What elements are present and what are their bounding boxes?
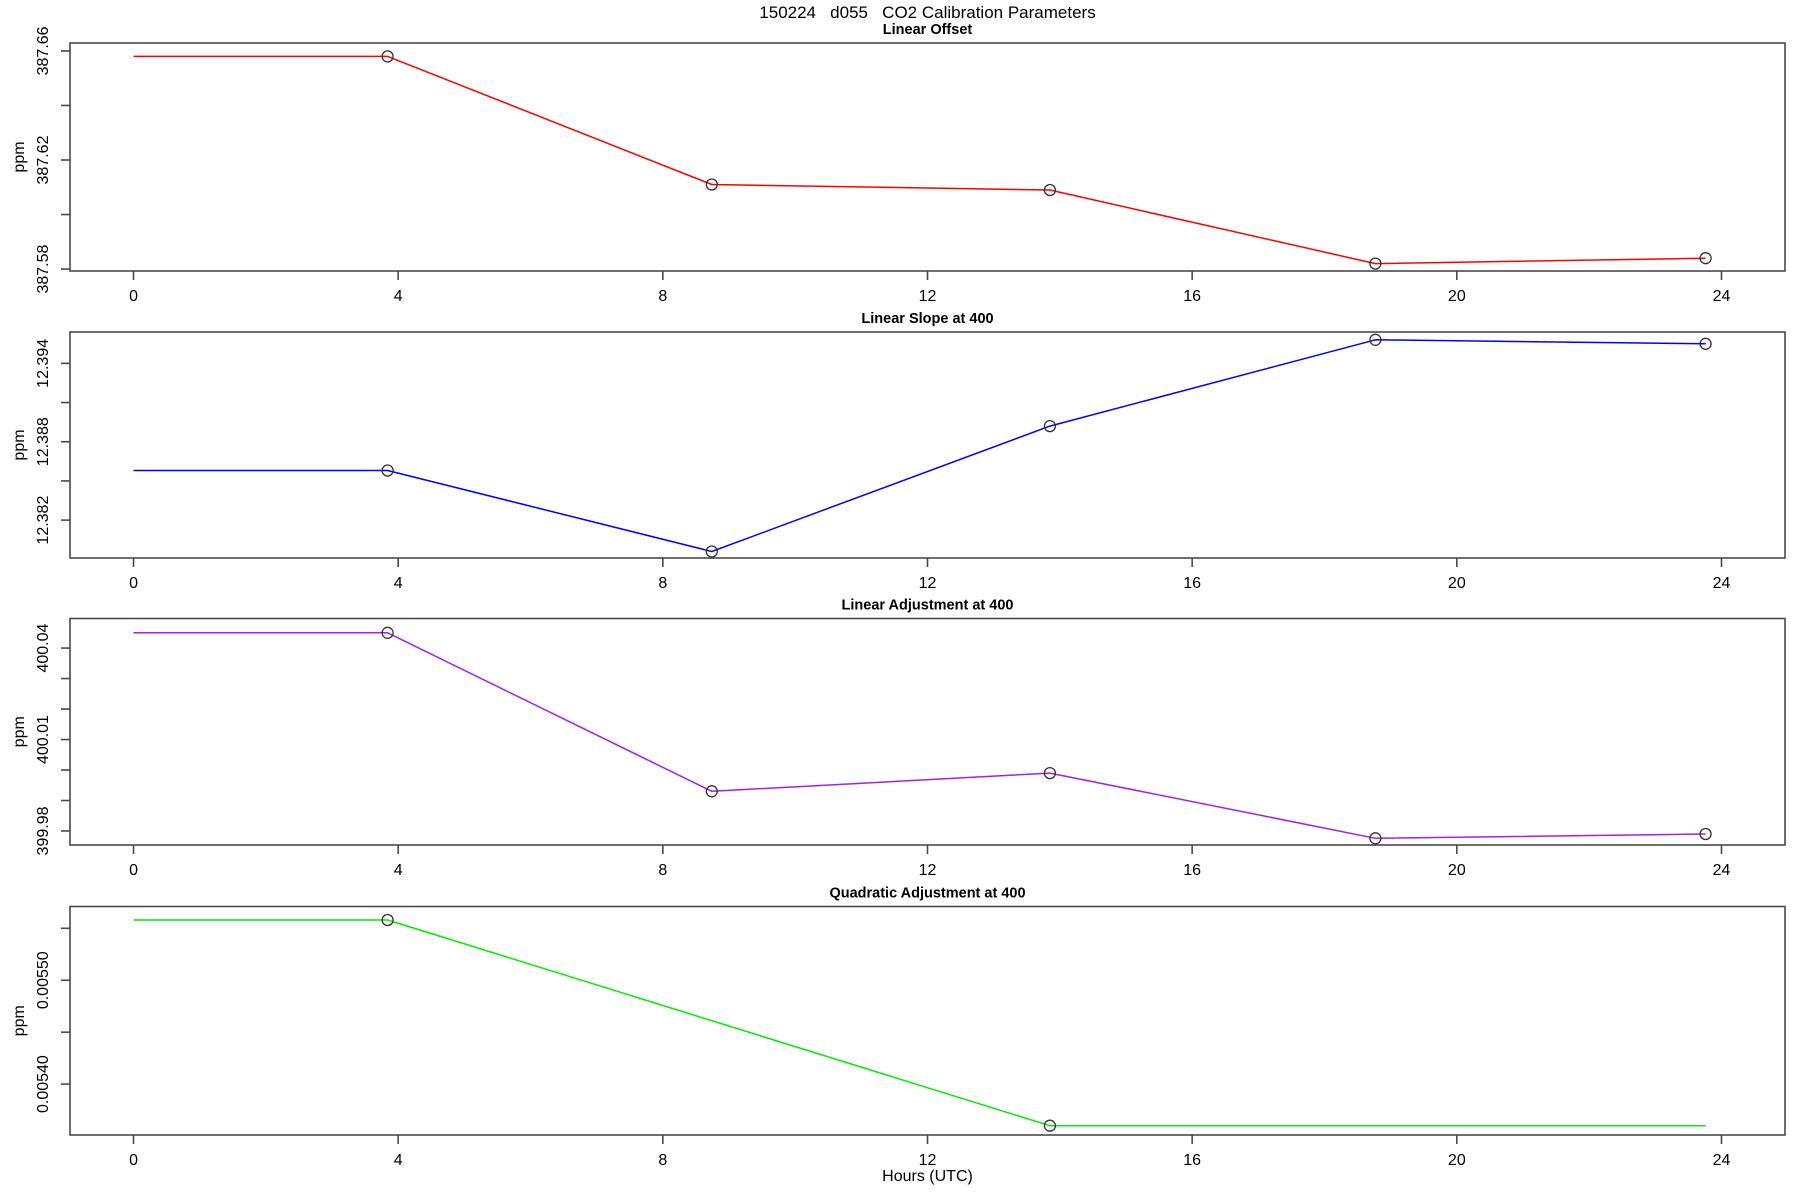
data-point [1699, 827, 1712, 841]
y-tick-label: 0.00550 [35, 951, 52, 1009]
x-tick-label: 4 [394, 288, 403, 305]
x-tick-label: 8 [658, 575, 667, 592]
y-tick-label: 387.66 [35, 26, 52, 75]
x-tick-label: 4 [394, 1152, 403, 1169]
data-point [1043, 1119, 1057, 1132]
y-tick-label: 387.62 [35, 135, 52, 184]
x-tick-label: 24 [1713, 1152, 1731, 1169]
x-tick-label: 16 [1183, 575, 1201, 592]
x-tick-label: 8 [658, 288, 667, 305]
data-point [381, 913, 394, 927]
x-tick-label: 0 [129, 575, 138, 592]
x-tick-label: 16 [1183, 288, 1201, 305]
plot-frame [69, 905, 1786, 1136]
x-tick-label: 0 [129, 288, 138, 305]
x-axis-title: Hours (UTC) [882, 1168, 973, 1185]
panel-linear-offset: 387.58 387.62 387.66 0 4 8 12 16 20 24 Linear Offs… [11, 22, 1786, 305]
y-axis-label: ppm [11, 141, 28, 172]
plot-frame [69, 617, 1786, 846]
data-point [381, 50, 394, 63]
y-tick-label: 387.58 [35, 245, 52, 294]
data-line [133, 919, 1706, 1127]
x-tick-label: 12 [919, 575, 937, 592]
x-tick-label: 16 [1183, 862, 1201, 879]
panel-title: Linear Slope at 400 [861, 311, 993, 327]
data-point [1369, 257, 1382, 270]
y-axis-label: ppm [11, 429, 28, 460]
data-point [1699, 252, 1712, 265]
x-tick-label: 20 [1448, 862, 1466, 879]
y-axis-label: ppm [11, 1005, 28, 1036]
y-tick-label: 0.00540 [35, 1055, 52, 1113]
y-tick-label: 12.388 [35, 417, 52, 466]
figure-title: 150224 d055 CO2 Calibration Parameters [759, 3, 1096, 22]
data-point [705, 178, 718, 191]
panel-linear-slope-at-400: 12.382 12.388 12.394 0 4 8 12 16 20 24 Linear Slop… [11, 311, 1786, 592]
x-tick-label: 24 [1713, 862, 1731, 879]
x-tick-label: 12 [919, 1152, 937, 1169]
data-point [1043, 183, 1057, 197]
data-point [1699, 337, 1712, 350]
x-tick-label: 20 [1448, 288, 1466, 305]
x-tick-label: 20 [1448, 1152, 1466, 1169]
plot-frame [69, 42, 1786, 272]
x-tick-label: 12 [919, 288, 937, 305]
y-tick-label: 12.382 [35, 496, 52, 545]
y-axis-label: ppm [11, 716, 28, 747]
panel-title: Quadratic Adjustment at 400 [829, 886, 1025, 902]
y-tick-label: 400.04 [35, 623, 52, 672]
panel-title: Linear Adjustment at 400 [842, 598, 1014, 614]
data-point [1369, 832, 1382, 845]
data-point [1043, 766, 1057, 780]
data-point [705, 785, 718, 798]
data-point [705, 545, 718, 558]
panel-quadratic-adjustment-at-400: 0.00540 0.00550 0 4 8 12 16 20 24 Quadratic Adjus… [11, 886, 1786, 1169]
x-tick-label: 16 [1183, 1152, 1201, 1169]
data-line [133, 55, 1706, 265]
y-tick-label: 12.394 [35, 339, 52, 388]
x-tick-label: 4 [394, 575, 403, 592]
x-tick-label: 8 [658, 862, 667, 879]
data-point [381, 626, 394, 639]
x-tick-label: 20 [1448, 575, 1466, 592]
data-point [1369, 333, 1382, 346]
data-line [133, 339, 1706, 553]
x-tick-label: 24 [1713, 575, 1731, 592]
x-tick-label: 24 [1713, 288, 1731, 305]
data-point [1043, 419, 1057, 433]
x-tick-label: 0 [129, 862, 138, 879]
plot-frame [69, 331, 1786, 559]
x-tick-label: 12 [919, 862, 937, 879]
x-tick-label: 4 [394, 862, 403, 879]
data-point [381, 464, 394, 477]
panel-title: Linear Offset [883, 22, 973, 38]
y-tick-label: 399.98 [35, 806, 52, 855]
x-tick-label: 0 [129, 1152, 138, 1169]
data-line [133, 632, 1706, 840]
x-tick-label: 8 [658, 1152, 667, 1169]
panel-linear-adjustment-at-400: 399.98 400.01 400.04 0 4 8 12 16 20 24 Linear Adju… [11, 598, 1786, 879]
y-tick-label: 400.01 [35, 715, 52, 764]
